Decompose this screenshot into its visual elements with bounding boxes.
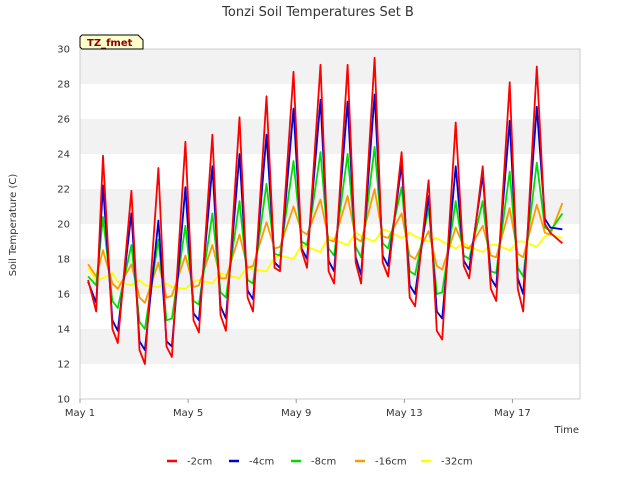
series-lines	[87, 56, 564, 365]
y-tick-label: 22	[57, 185, 70, 196]
grid-band	[80, 329, 580, 364]
x-tick-label: May 17	[494, 408, 531, 419]
series-line-2cmcm	[87, 56, 563, 365]
y-tick-label: 16	[57, 290, 70, 301]
grid-band	[80, 49, 580, 84]
y-axis-ticks: 10 12 14 16 18 20 22 24 26 28 30	[57, 45, 70, 406]
y-tick-label: 18	[57, 255, 70, 266]
series-line-32cmcm	[87, 228, 563, 290]
series-line-16cmcm	[87, 188, 564, 304]
y-tick-label: 24	[57, 150, 70, 161]
badge-box	[79, 34, 144, 50]
legend-label: -32cm	[441, 457, 473, 468]
x-axis-title: Time	[554, 425, 579, 436]
y-tick-label: 28	[57, 80, 70, 91]
y-tick-label: 20	[57, 220, 70, 231]
legend-label: -4cm	[249, 457, 274, 468]
legend: -2cm -4cm -8cm -16cm -32cm	[167, 457, 473, 468]
legend-label: -8cm	[311, 457, 336, 468]
badge-label: TZ_fmet	[87, 38, 133, 49]
plot-area	[79, 48, 581, 400]
x-axis-ticks: May 1 May 5 May 9 May 13 May 17	[65, 399, 531, 419]
chart-title: Tonzi Soil Temperatures Set B	[221, 5, 414, 20]
legend-label: -2cm	[187, 457, 212, 468]
x-tick-label: May 9	[281, 408, 311, 419]
y-tick-label: 14	[57, 325, 70, 336]
x-tick-label: May 13	[386, 408, 423, 419]
x-tick-label: May 5	[173, 408, 203, 419]
y-tick-label: 26	[57, 115, 70, 126]
grid-band	[80, 119, 580, 154]
station-badge: TZ_fmet	[79, 34, 144, 50]
grid-band	[80, 189, 580, 224]
y-tick-label: 10	[57, 395, 70, 406]
y-tick-label: 30	[57, 45, 70, 56]
y-tick-label: 12	[57, 360, 70, 371]
y-axis-title: Soil Temperature (C)	[8, 174, 19, 277]
legend-label: -16cm	[375, 457, 407, 468]
x-tick-label: May 1	[65, 408, 95, 419]
